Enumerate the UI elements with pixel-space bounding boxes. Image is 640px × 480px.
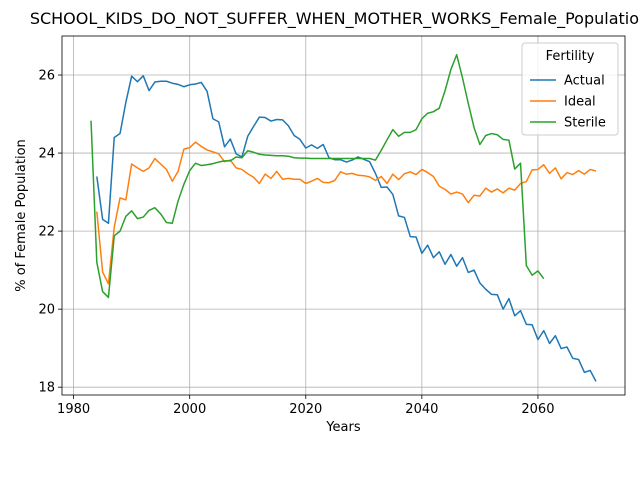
- series-line-ideal: [96, 141, 597, 285]
- series-line-actual: [96, 75, 597, 382]
- y-tick-label: 18: [38, 381, 55, 396]
- legend-label-actual: Actual: [564, 74, 605, 89]
- y-tick-label: 26: [38, 69, 55, 84]
- x-tick-label: 2040: [405, 402, 438, 417]
- legend-box: [521, 42, 619, 136]
- x-tick-label: 2020: [289, 402, 322, 417]
- x-axis-label: Years: [325, 420, 361, 435]
- chart-title: SCHOOL_KIDS_DO_NOT_SUFFER_WHEN_MOTHER_WO…: [30, 9, 640, 29]
- y-axis-ticks: 18 20 22 24 26: [38, 69, 62, 396]
- y-axis-label: % of Female Population: [14, 139, 29, 292]
- legend-label-sterile: Sterile: [564, 116, 606, 131]
- y-tick-label: 22: [38, 225, 55, 240]
- x-tick-label: 1980: [57, 402, 90, 417]
- x-tick-label: 2060: [521, 402, 554, 417]
- series-lines: [90, 53, 597, 382]
- series-line-sterile: [90, 53, 545, 299]
- legend-label-ideal: Ideal: [564, 95, 596, 110]
- y-tick-label: 20: [38, 303, 55, 318]
- x-tick-label: 2000: [173, 402, 206, 417]
- legend-title: Fertility: [546, 49, 595, 64]
- y-tick-label: 24: [38, 147, 55, 162]
- x-axis-ticks: 1980 2000 2020 2040 2060: [57, 395, 554, 417]
- legend: Fertility Actual Ideal Sterile: [521, 42, 619, 136]
- plot-frame: [61, 35, 626, 396]
- legend-items: Actual Ideal Sterile: [530, 74, 606, 131]
